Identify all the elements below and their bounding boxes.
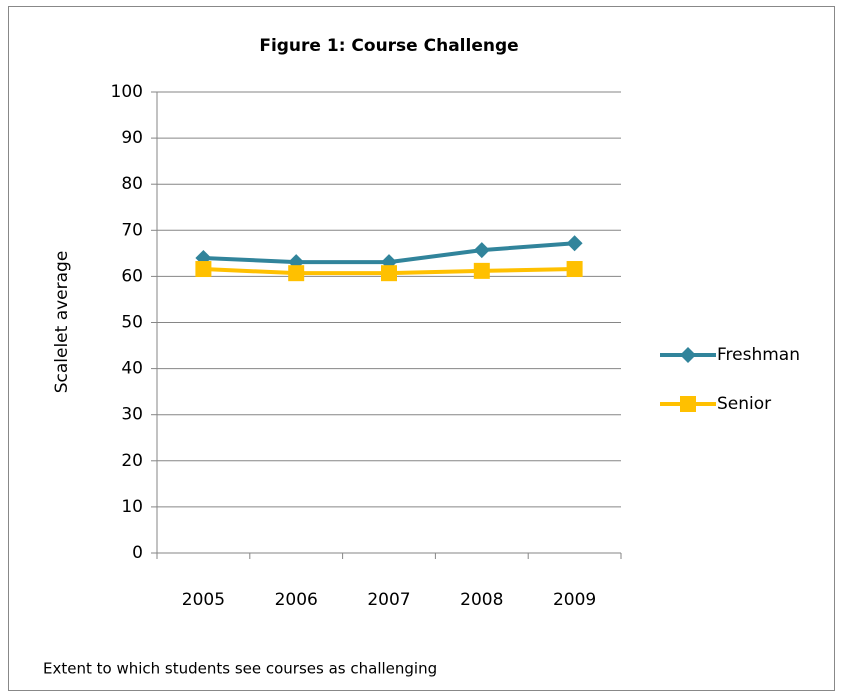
legend-marker	[680, 347, 696, 363]
y-tick-label: 100	[111, 82, 143, 102]
y-tick-label: 90	[121, 128, 143, 148]
legend-label: Senior	[717, 394, 771, 414]
data-point	[566, 235, 583, 252]
y-tick-label: 10	[121, 497, 143, 517]
data-point	[381, 265, 397, 282]
x-tick-label: 2008	[460, 590, 503, 610]
legend-label: Freshman	[717, 345, 800, 365]
x-tick-label: 2005	[182, 590, 225, 610]
chart-title: Figure 1: Course Challenge	[259, 36, 518, 56]
y-tick-label: 20	[121, 451, 143, 471]
data-point	[473, 262, 490, 279]
y-tick-label: 60	[121, 266, 143, 286]
data-point	[195, 261, 212, 278]
data-point	[566, 261, 583, 278]
y-tick-label: 0	[132, 543, 143, 563]
y-tick-label: 40	[121, 359, 143, 379]
data-point	[288, 265, 305, 282]
y-tick-label: 80	[121, 174, 143, 194]
y-tick-label: 30	[121, 405, 143, 425]
chart-frame	[8, 6, 835, 691]
legend-marker	[680, 396, 696, 412]
y-tick-label: 70	[121, 220, 143, 240]
x-tick-label: 2006	[275, 590, 318, 610]
data-point	[473, 242, 490, 259]
y-axis-label: Scalelet average	[52, 251, 72, 394]
y-tick-label: 50	[121, 313, 143, 333]
x-tick-label: 2009	[553, 590, 596, 610]
x-tick-label: 2007	[367, 590, 410, 610]
chart-note: Extent to which students see courses as …	[43, 660, 437, 678]
